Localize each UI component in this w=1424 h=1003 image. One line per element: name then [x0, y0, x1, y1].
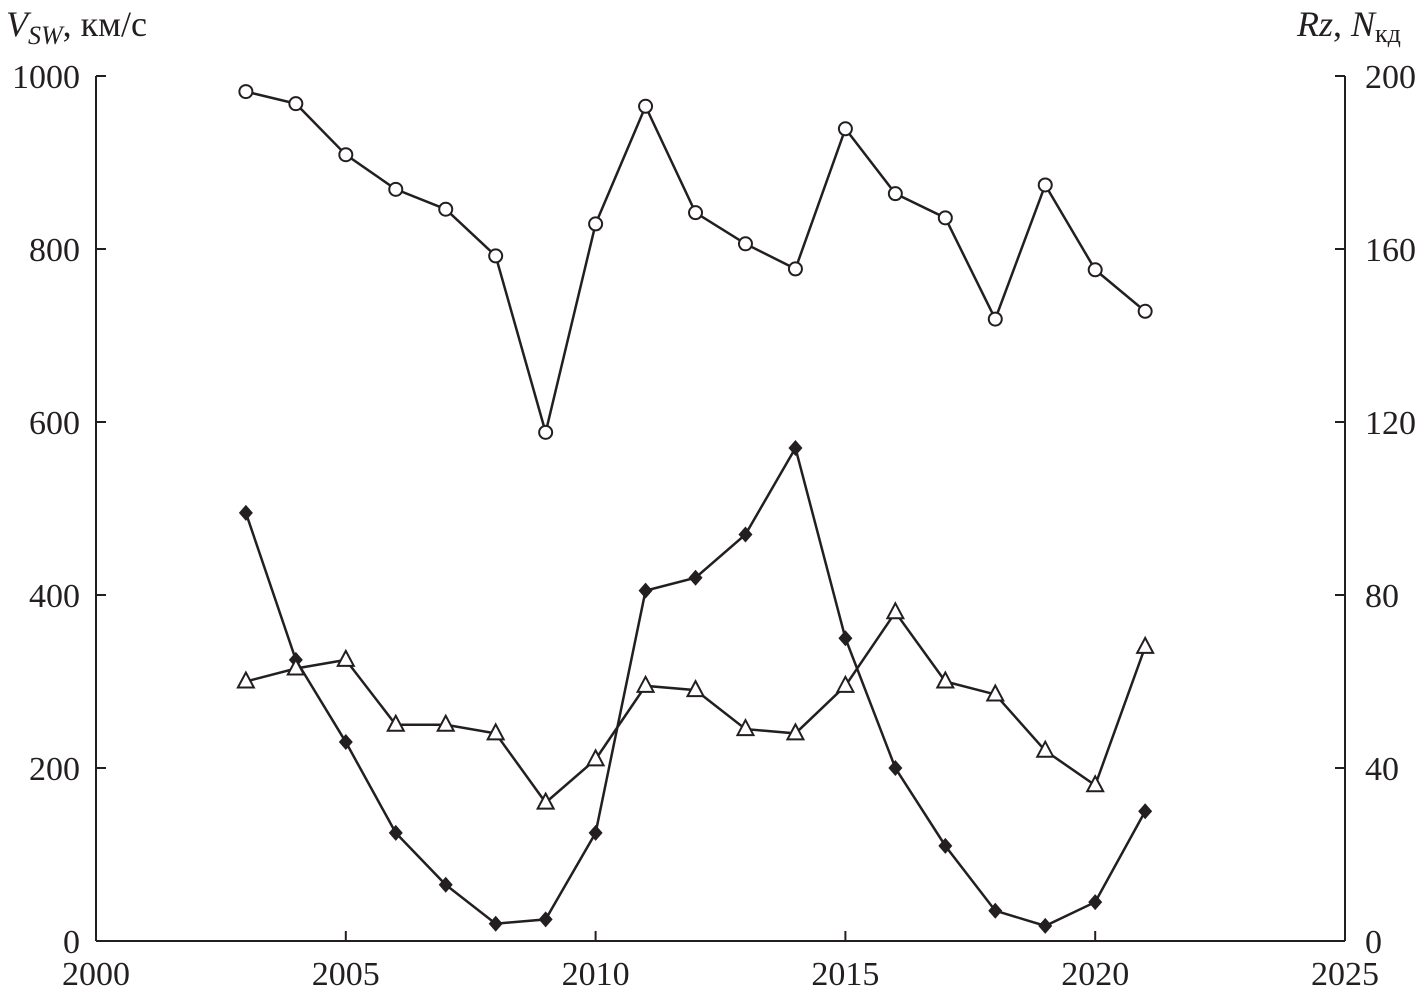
- diamond-marker: [1088, 894, 1103, 911]
- left-tick-label: 1000: [12, 59, 80, 96]
- x-tick-label: 2020: [1061, 956, 1129, 993]
- circle-marker: [987, 311, 1003, 327]
- triangle-marker: [985, 683, 1005, 702]
- diamond-marker: [238, 504, 253, 521]
- circle-marker: [787, 261, 803, 277]
- triangle-marker: [386, 713, 406, 732]
- series-filled-diamond: [238, 439, 1153, 934]
- left-tick-label: 0: [63, 924, 80, 961]
- triangle-marker: [835, 674, 856, 693]
- circle-marker: [937, 210, 953, 226]
- diamond-marker: [638, 582, 653, 599]
- triangle-marker: [1035, 739, 1055, 758]
- circle-marker: [388, 181, 404, 197]
- circle-marker: [588, 216, 604, 232]
- diamond-marker: [488, 915, 503, 932]
- x-tick-label: 2025: [1311, 956, 1379, 993]
- circle-marker: [438, 201, 454, 217]
- diamond-marker: [438, 876, 453, 893]
- circle-marker: [887, 186, 903, 202]
- triangle-marker: [1085, 774, 1105, 793]
- circle-marker: [538, 424, 554, 440]
- triangle-marker: [785, 722, 806, 741]
- circle-marker: [338, 147, 354, 163]
- circle-marker: [1087, 262, 1103, 278]
- diamond-marker: [988, 902, 1003, 919]
- series-group: [236, 84, 1155, 934]
- diamond-marker: [738, 526, 753, 543]
- right-tick-label: 200: [1365, 59, 1416, 96]
- triangle-marker: [286, 657, 306, 676]
- diamond-marker: [888, 760, 903, 776]
- axes: 2000 2005 2010 2015 2020 20250200400600800100…: [12, 59, 1416, 993]
- diamond-marker: [388, 824, 403, 841]
- diamond-marker: [838, 630, 853, 647]
- triangle-marker: [735, 717, 756, 737]
- right-tick-label: 40: [1365, 751, 1399, 788]
- circle-marker: [238, 84, 254, 100]
- right-tick-label: 160: [1365, 232, 1416, 269]
- diamond-marker: [938, 837, 953, 854]
- series-line: [245, 90, 1146, 438]
- circle-marker: [1037, 177, 1053, 193]
- x-tick-label: 2005: [312, 956, 380, 993]
- triangle-marker: [336, 648, 356, 667]
- diamond-marker: [1038, 917, 1053, 934]
- triangle-marker: [585, 748, 606, 767]
- left-tick-label: 200: [29, 751, 80, 788]
- triangle-marker: [935, 670, 955, 689]
- circle-marker: [638, 98, 654, 114]
- left-tick-label: 600: [29, 405, 80, 442]
- left-tick-label: 400: [29, 578, 80, 615]
- x-tick-label: 2000: [62, 956, 130, 993]
- series-line: [245, 610, 1147, 805]
- x-tick-label: 2015: [811, 956, 879, 993]
- circle-marker: [737, 236, 753, 252]
- circle-marker: [488, 248, 504, 264]
- triangle-marker: [885, 601, 906, 620]
- right-tick-label: 0: [1365, 924, 1382, 961]
- diamond-marker: [788, 439, 803, 456]
- series-open-circle: [238, 84, 1153, 440]
- x-tick-label: 2010: [562, 956, 630, 993]
- diamond-marker: [1138, 803, 1153, 820]
- triangle-marker: [436, 713, 456, 732]
- series-open-triangle: [236, 601, 1155, 810]
- triangle-marker: [1135, 635, 1155, 654]
- right-tick-label: 80: [1365, 578, 1399, 615]
- right-tick-label: 120: [1365, 405, 1416, 442]
- right-axis-label: Rz, Nкд: [1296, 4, 1401, 48]
- left-tick-label: 800: [29, 232, 80, 269]
- circle-marker: [837, 121, 853, 137]
- diamond-marker: [688, 569, 703, 586]
- left-axis-label: VSW, км/с: [6, 4, 147, 50]
- circle-marker: [688, 205, 704, 221]
- circle-marker: [1137, 303, 1153, 319]
- triangle-marker: [486, 722, 506, 741]
- diamond-marker: [538, 911, 553, 928]
- triangle-marker: [635, 674, 656, 693]
- triangle-marker: [236, 670, 256, 689]
- diamond-marker: [338, 734, 353, 751]
- circle-marker: [288, 96, 304, 112]
- triangle-marker: [535, 791, 556, 810]
- triangle-marker: [685, 679, 706, 698]
- diamond-marker: [588, 824, 603, 841]
